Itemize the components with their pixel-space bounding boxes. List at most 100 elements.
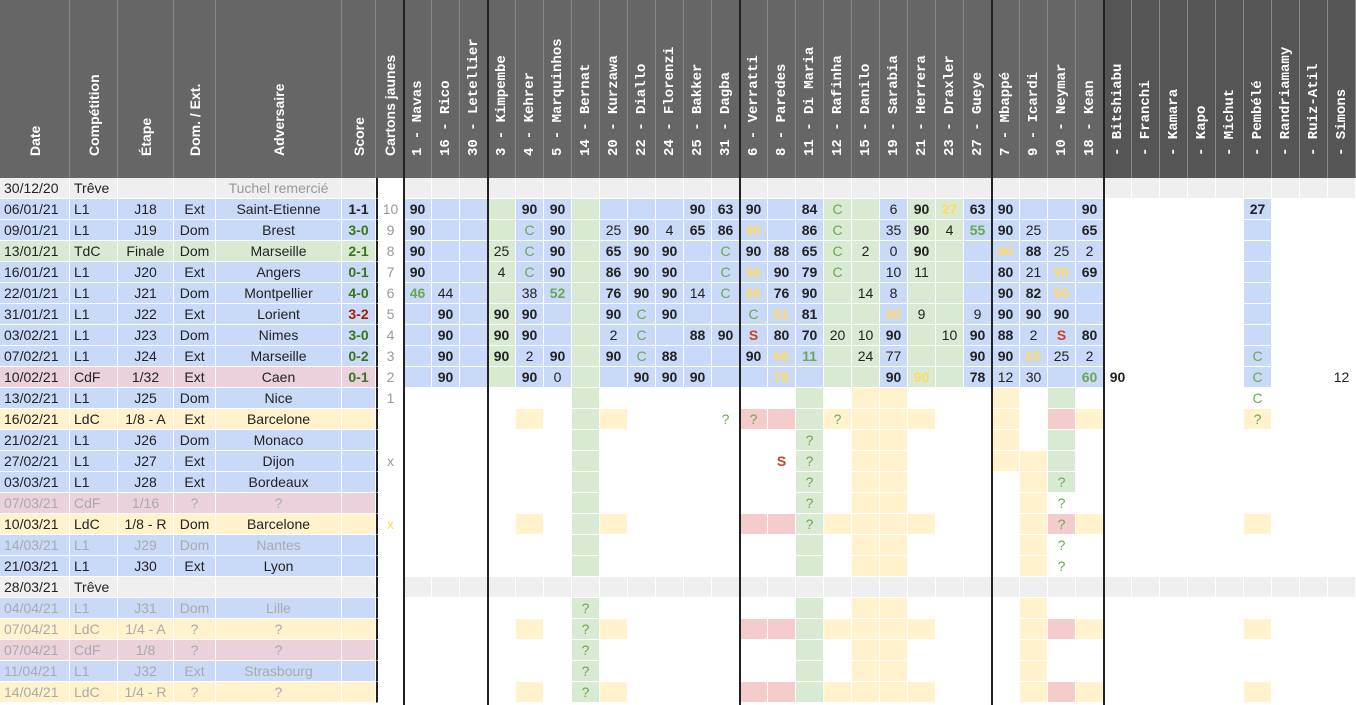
player-cell[interactable] — [1216, 430, 1244, 451]
player-cell[interactable] — [936, 430, 964, 451]
player-cell[interactable] — [936, 661, 964, 682]
cell-etape[interactable]: 1/32 — [118, 367, 174, 388]
player-cell[interactable] — [600, 178, 628, 199]
player-cell[interactable] — [628, 556, 656, 577]
player-cell[interactable] — [544, 409, 572, 430]
player-cell[interactable] — [684, 451, 712, 472]
header-player[interactable]: - Kapo — [1188, 0, 1216, 178]
player-cell[interactable] — [516, 598, 544, 619]
cell-comp[interactable]: L1 — [70, 346, 118, 367]
player-cell[interactable] — [404, 619, 432, 640]
player-cell[interactable] — [768, 178, 796, 199]
player-cell[interactable] — [1188, 451, 1216, 472]
player-cell[interactable]: 90 — [684, 199, 712, 220]
player-cell[interactable] — [712, 514, 740, 535]
player-cell[interactable] — [684, 262, 712, 283]
player-cell[interactable]: 90 — [404, 220, 432, 241]
player-cell[interactable] — [656, 535, 684, 556]
player-cell[interactable] — [1104, 199, 1132, 220]
cell-lieu[interactable]: Ext — [174, 472, 216, 493]
cell-score[interactable] — [342, 661, 376, 682]
player-cell[interactable] — [712, 472, 740, 493]
player-cell[interactable] — [936, 682, 964, 703]
player-cell[interactable]: 90 — [880, 304, 908, 325]
player-cell[interactable] — [1076, 451, 1104, 472]
player-cell[interactable] — [1020, 409, 1048, 430]
header-date[interactable]: Date — [0, 0, 70, 178]
cell-adv[interactable]: Caen — [216, 367, 342, 388]
player-cell[interactable] — [1104, 178, 1132, 199]
player-cell[interactable] — [656, 640, 684, 661]
player-cell[interactable] — [684, 430, 712, 451]
cell-score[interactable]: 3-0 — [342, 325, 376, 346]
header-player[interactable]: 12 - Rafinha — [824, 0, 852, 178]
player-cell[interactable] — [572, 199, 600, 220]
player-cell[interactable] — [1328, 535, 1356, 556]
player-cell[interactable] — [1160, 283, 1188, 304]
player-cell[interactable] — [684, 619, 712, 640]
player-cell[interactable] — [1160, 451, 1188, 472]
cell-adv[interactable]: Marseille — [216, 346, 342, 367]
cell-lieu[interactable]: ? — [174, 493, 216, 514]
player-cell[interactable] — [1048, 682, 1076, 703]
player-cell[interactable]: ? — [1048, 493, 1076, 514]
player-cell[interactable] — [1188, 682, 1216, 703]
cell-lieu[interactable] — [174, 577, 216, 598]
player-cell[interactable] — [432, 598, 460, 619]
player-cell[interactable] — [852, 451, 880, 472]
player-cell[interactable]: ? — [572, 619, 600, 640]
cell-date[interactable]: 14/03/21 — [0, 535, 70, 556]
player-cell[interactable] — [1272, 598, 1300, 619]
player-cell[interactable] — [1104, 430, 1132, 451]
player-cell[interactable] — [1020, 514, 1048, 535]
player-cell[interactable]: 65 — [796, 241, 824, 262]
player-cell[interactable] — [628, 514, 656, 535]
cell-lieu[interactable]: Ext — [174, 304, 216, 325]
player-cell[interactable]: 9 — [964, 304, 992, 325]
player-cell[interactable] — [1188, 556, 1216, 577]
player-cell[interactable] — [852, 640, 880, 661]
player-cell[interactable] — [1216, 409, 1244, 430]
cell-date[interactable]: 16/02/21 — [0, 409, 70, 430]
player-cell[interactable]: C — [1244, 346, 1272, 367]
player-cell[interactable]: 88 — [1020, 241, 1048, 262]
player-cell[interactable] — [1300, 262, 1328, 283]
player-cell[interactable] — [1272, 472, 1300, 493]
player-cell[interactable] — [852, 577, 880, 598]
player-cell[interactable] — [1104, 514, 1132, 535]
player-cell[interactable] — [1132, 220, 1160, 241]
player-cell[interactable] — [1216, 220, 1244, 241]
header-player[interactable]: 11 - Di Maria — [796, 0, 824, 178]
cell-cj[interactable] — [376, 178, 404, 199]
player-cell[interactable] — [572, 388, 600, 409]
player-cell[interactable] — [1300, 472, 1328, 493]
player-cell[interactable] — [488, 367, 516, 388]
player-cell[interactable] — [684, 493, 712, 514]
player-cell[interactable]: 25 — [1048, 346, 1076, 367]
player-cell[interactable]: 90 — [544, 262, 572, 283]
player-cell[interactable] — [684, 682, 712, 703]
player-cell[interactable] — [1272, 661, 1300, 682]
player-cell[interactable]: 80 — [768, 325, 796, 346]
player-cell[interactable] — [1216, 451, 1244, 472]
cell-comp[interactable]: L1 — [70, 472, 118, 493]
player-cell[interactable] — [1328, 346, 1356, 367]
cell-etape[interactable]: 1/8 - R — [118, 514, 174, 535]
player-cell[interactable] — [992, 556, 1020, 577]
player-cell[interactable] — [1048, 178, 1076, 199]
player-cell[interactable] — [1020, 640, 1048, 661]
cell-score[interactable]: 0-1 — [342, 262, 376, 283]
player-cell[interactable] — [1244, 556, 1272, 577]
player-cell[interactable]: C — [824, 199, 852, 220]
player-cell[interactable]: 90 — [740, 220, 768, 241]
player-cell[interactable] — [404, 535, 432, 556]
player-cell[interactable] — [1328, 577, 1356, 598]
player-cell[interactable] — [740, 367, 768, 388]
player-cell[interactable] — [1188, 619, 1216, 640]
player-cell[interactable] — [684, 556, 712, 577]
player-cell[interactable] — [824, 577, 852, 598]
player-cell[interactable] — [432, 430, 460, 451]
player-cell[interactable] — [796, 640, 824, 661]
player-cell[interactable] — [1216, 577, 1244, 598]
cell-adv[interactable]: Dijon — [216, 451, 342, 472]
